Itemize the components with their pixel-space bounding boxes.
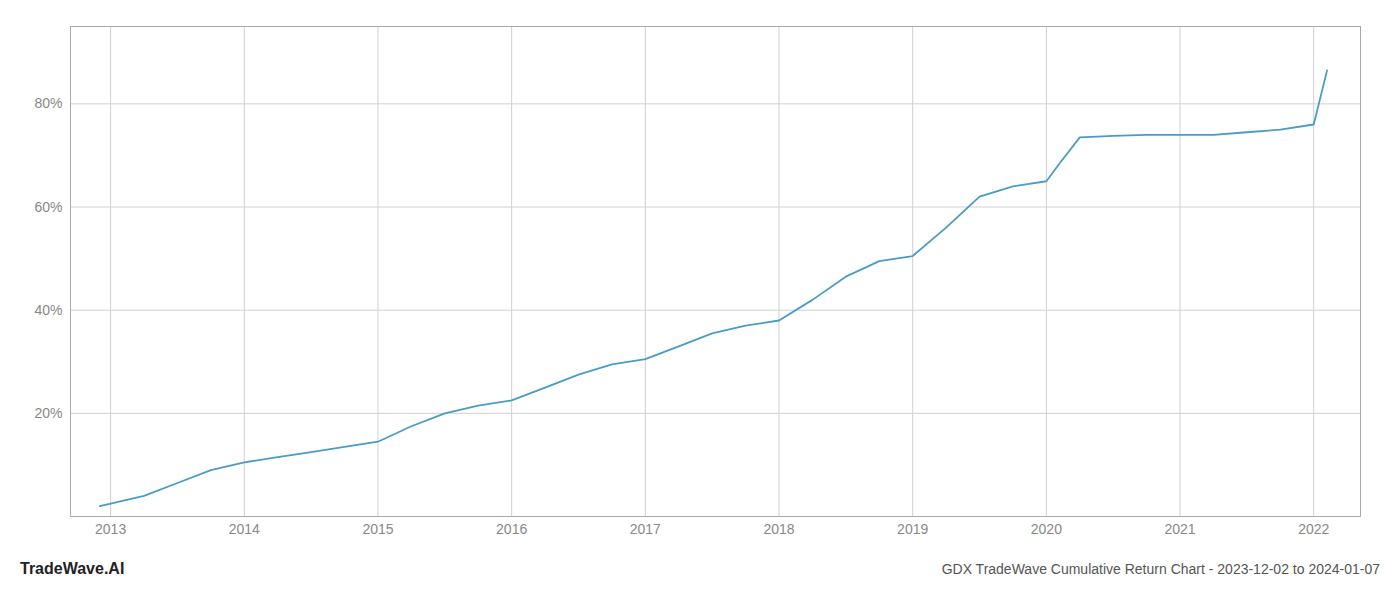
- svg-text:2020: 2020: [1031, 521, 1062, 537]
- svg-text:80%: 80%: [34, 95, 62, 111]
- svg-text:2019: 2019: [897, 521, 928, 537]
- svg-text:2013: 2013: [95, 521, 126, 537]
- svg-text:2015: 2015: [362, 521, 393, 537]
- svg-text:2021: 2021: [1164, 521, 1195, 537]
- svg-text:40%: 40%: [34, 302, 62, 318]
- html-text:TradeWave.AI: TradeWave.AI: [20, 560, 125, 577]
- svg-text:2016: 2016: [496, 521, 527, 537]
- svg-text:2022: 2022: [1298, 521, 1329, 537]
- svg-text:60%: 60%: [34, 199, 62, 215]
- svg-text:2014: 2014: [229, 521, 260, 537]
- svg-text:2018: 2018: [763, 521, 794, 537]
- svg-text:2017: 2017: [630, 521, 661, 537]
- html-text:GDX TradeWave Cumulative Retur: GDX TradeWave Cumulative Return Chart - …: [941, 561, 1380, 577]
- svg-text:20%: 20%: [34, 405, 62, 421]
